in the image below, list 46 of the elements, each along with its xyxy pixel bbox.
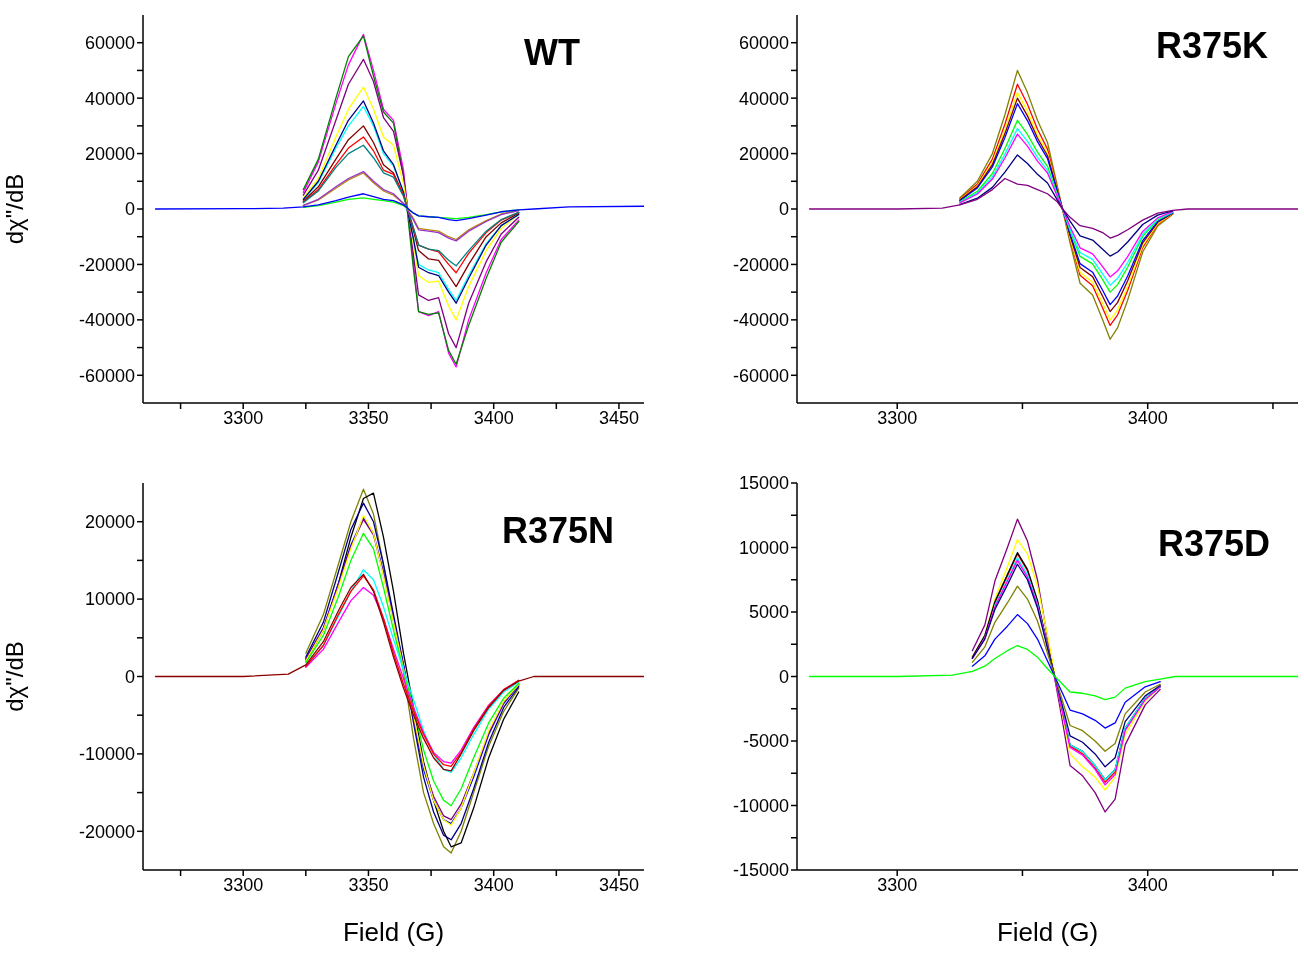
y-tick-label: -20000 (732, 254, 789, 275)
x-tick-label: 3300 (877, 874, 918, 895)
y-tick-label: -40000 (732, 310, 789, 331)
x-axis-title: Field (G) (996, 917, 1099, 947)
x-tick-label: 3350 (348, 874, 389, 895)
chart-title: R375K (1155, 25, 1268, 67)
x-tick-label: 3300 (223, 874, 264, 895)
text: WT (524, 32, 580, 74)
x-tick-label: 3400 (1127, 407, 1168, 428)
y-tick-label: 0 (778, 666, 789, 687)
y-tick-label: 0 (124, 199, 135, 220)
x-tick-label: 3400 (1127, 874, 1168, 895)
y-tick-label: 60000 (84, 33, 135, 54)
x-tick-label: 3450 (598, 407, 639, 428)
y-tick-label: 15000 (738, 473, 789, 494)
y-tick-label: -5000 (742, 731, 789, 752)
y-tick-label: 0 (778, 199, 789, 220)
y-tick-label: -15000 (732, 860, 789, 881)
y-tick-label: 5000 (748, 602, 789, 623)
y-tick-label: -20000 (78, 821, 135, 842)
y-tick-label: 10000 (738, 537, 789, 558)
y-axis-title: dχ"/dB (0, 173, 28, 245)
x-tick-label: 3400 (473, 874, 514, 895)
x-tick-label: 3350 (348, 407, 389, 428)
y-tick-label: -40000 (78, 310, 135, 331)
x-axis-title: Field (G) (342, 917, 445, 947)
text: R375D (1157, 523, 1270, 565)
y-tick-label: 40000 (84, 88, 135, 109)
y-tick-label: -60000 (732, 365, 789, 386)
y-tick-label: 0 (124, 666, 135, 687)
y-tick-label: -10000 (732, 795, 789, 816)
y-tick-label: 20000 (84, 143, 135, 164)
y-tick-label: 20000 (738, 143, 789, 164)
x-tick-label: 3300 (223, 407, 264, 428)
y-tick-label: -10000 (78, 744, 135, 765)
y-tick-label: -20000 (78, 254, 135, 275)
y-tick-label: 20000 (84, 512, 135, 533)
x-tick-label: 3450 (598, 874, 639, 895)
y-axis-title: dχ"/dB (0, 641, 28, 712)
y-tick-label: -60000 (78, 365, 135, 386)
y-tick-label: 40000 (738, 88, 789, 109)
y-tick-label: 10000 (84, 589, 135, 610)
x-tick-label: 3400 (473, 407, 514, 428)
x-tick-label: 3300 (877, 407, 918, 428)
y-tick-label: 60000 (738, 33, 789, 54)
text: R375N (501, 510, 614, 552)
